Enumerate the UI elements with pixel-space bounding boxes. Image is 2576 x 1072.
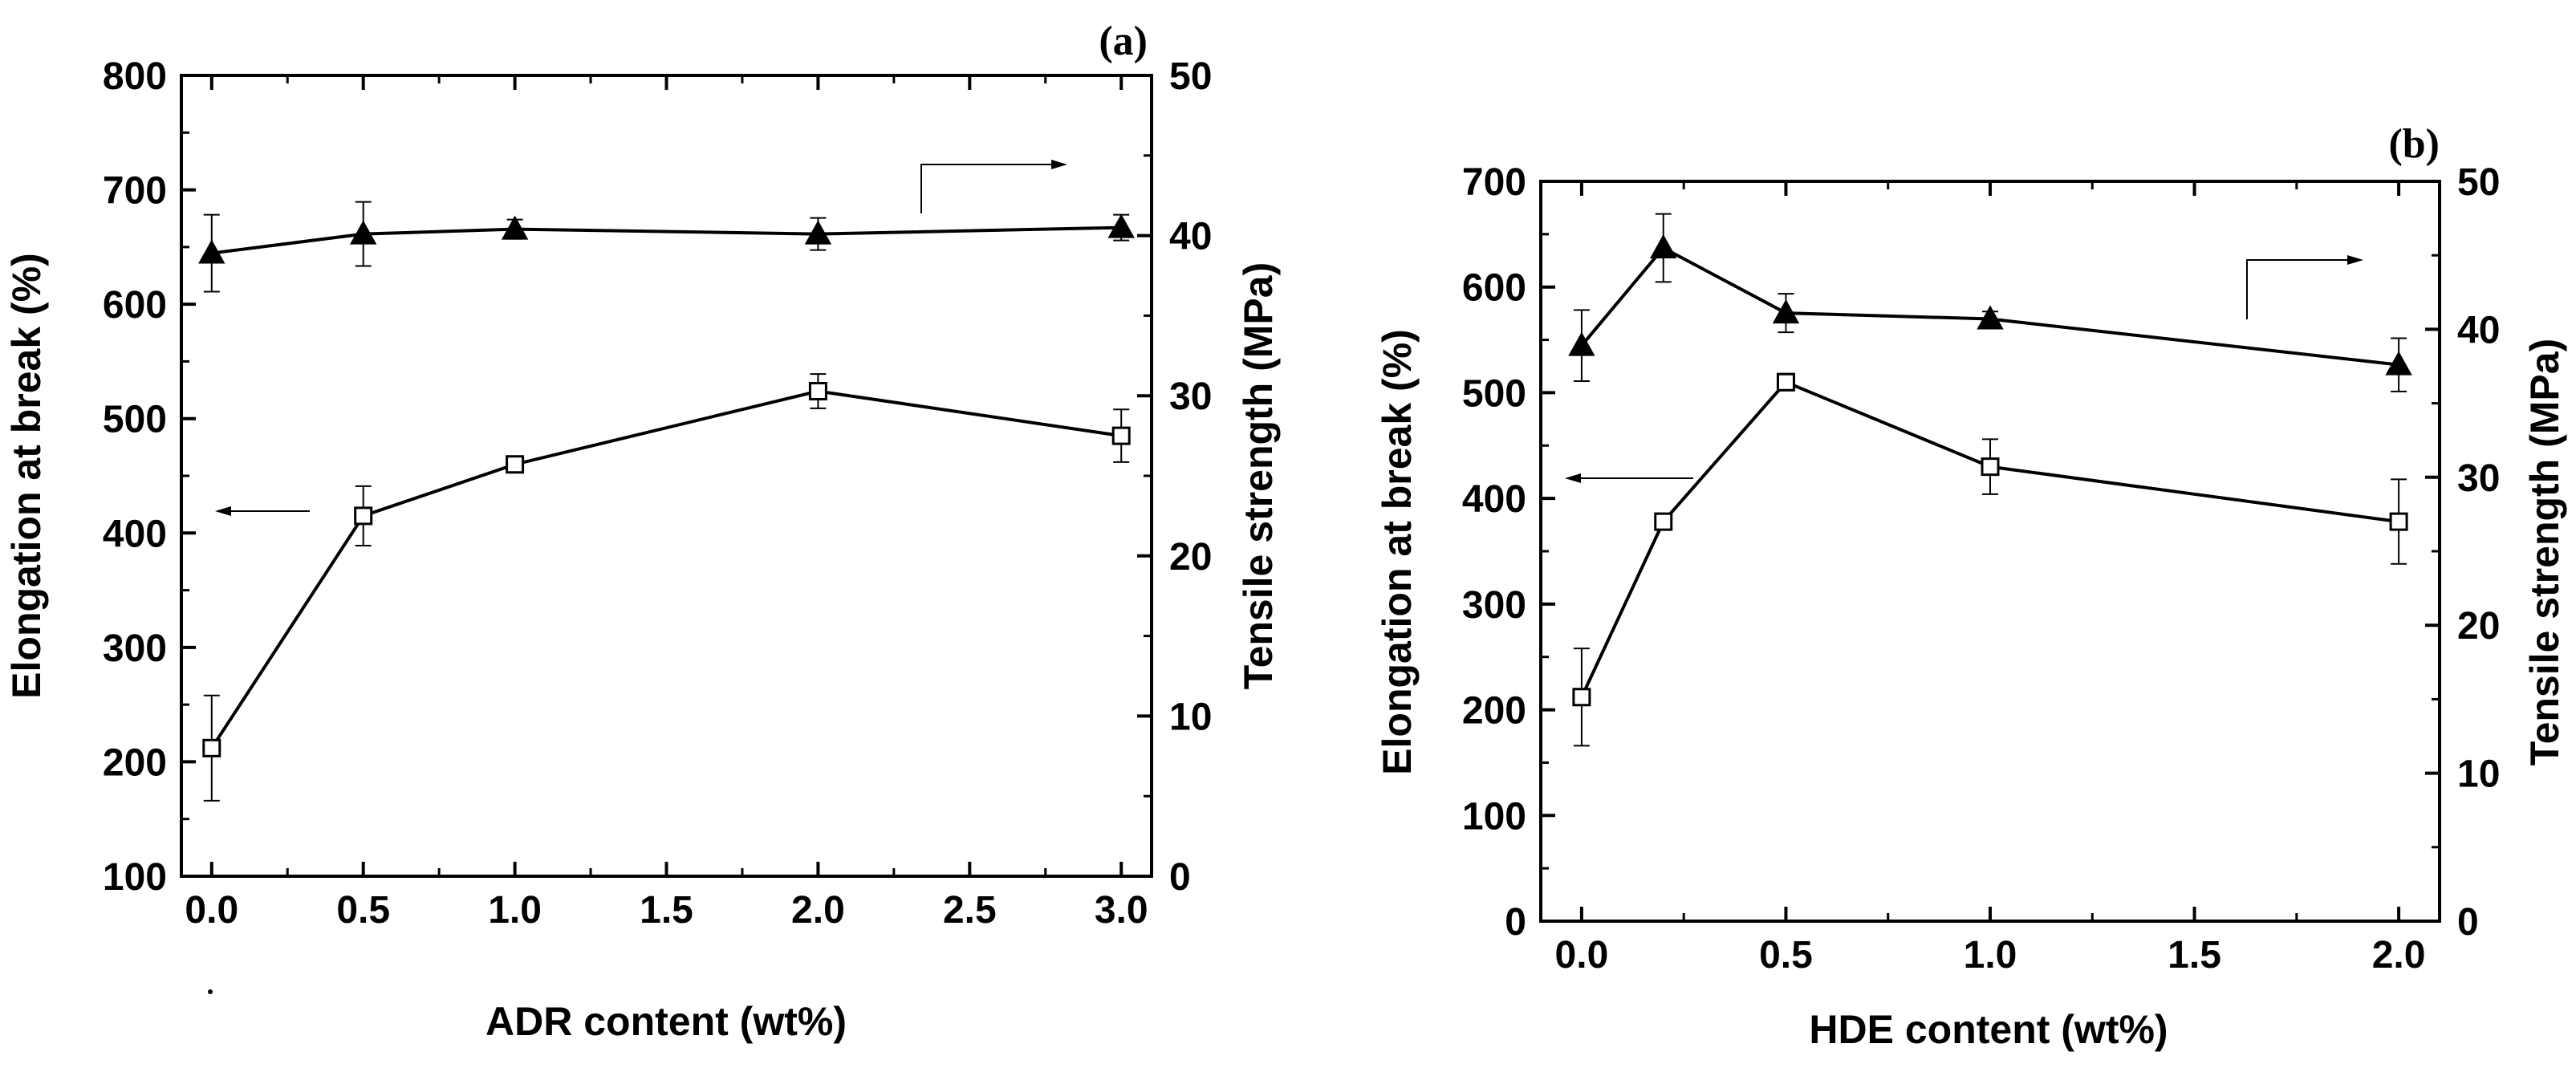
x-tick-label: 0.5 bbox=[1759, 934, 1813, 977]
data-point-triangle bbox=[1650, 233, 1677, 258]
arrow-head bbox=[1565, 473, 1581, 483]
y-right-tick-label: 10 bbox=[2457, 753, 2500, 796]
series-elongation bbox=[1572, 372, 2408, 747]
y-left-tick-label: 200 bbox=[1462, 690, 1526, 733]
data-point-square bbox=[1572, 688, 1591, 707]
y-left-tick-label: 700 bbox=[103, 170, 167, 213]
y-right-tick-label: 0 bbox=[1169, 856, 1191, 899]
left-axis-arrow bbox=[215, 506, 310, 516]
data-point-triangle bbox=[198, 239, 226, 264]
y-left-tick-label: 100 bbox=[103, 856, 167, 899]
panel-label: (b) bbox=[2388, 121, 2440, 167]
x-tick-label: 1.0 bbox=[1964, 934, 2017, 977]
x-tick-label: 1.5 bbox=[640, 889, 693, 932]
y-left-tick-label: 600 bbox=[1462, 267, 1526, 310]
series-tensile-strength bbox=[198, 201, 1135, 293]
chart-panel-a: 0.0 0.5 1.0 1.5 2.0 2.5 3.01002003004005006007… bbox=[4, 18, 1281, 1044]
arrow-head bbox=[1051, 160, 1067, 169]
series-line bbox=[210, 389, 1122, 749]
y-left-tick-label: 700 bbox=[1462, 161, 1526, 204]
x-tick-label: 3.0 bbox=[1095, 889, 1148, 932]
y-right-tick-label: 10 bbox=[1169, 696, 1212, 738]
x-tick-label: 0.0 bbox=[1555, 934, 1609, 977]
stray-dot bbox=[208, 989, 213, 994]
series-line bbox=[1580, 380, 2399, 698]
x-tick-label: 2.5 bbox=[943, 889, 997, 932]
y-right-tick-label: 20 bbox=[1169, 536, 1212, 579]
arrow-line bbox=[2246, 259, 2351, 319]
data-point-triangle bbox=[501, 215, 529, 240]
data-point-square bbox=[1111, 426, 1131, 445]
data-point-square bbox=[202, 738, 221, 757]
data-point-triangle bbox=[804, 220, 832, 245]
y-right-axis-title: Tensile strength (MPa) bbox=[2522, 339, 2567, 765]
x-axis-title: HDE content (wt%) bbox=[1809, 1007, 2168, 1052]
data-point-triangle bbox=[1568, 331, 1595, 356]
series-tensile-strength bbox=[1568, 213, 2412, 392]
arrow-head bbox=[215, 506, 231, 516]
arrow-line bbox=[920, 164, 1055, 213]
y-left-tick-label: 500 bbox=[1462, 372, 1526, 415]
data-point-square bbox=[354, 506, 373, 526]
y-left-tick-label: 200 bbox=[103, 741, 167, 784]
y-right-tick-label: 0 bbox=[2457, 901, 2479, 944]
x-axis-title: ADR content (wt%) bbox=[486, 999, 847, 1044]
x-tick-label: 0.5 bbox=[336, 889, 390, 932]
data-point-triangle bbox=[1977, 305, 2004, 330]
x-tick-label: 0.0 bbox=[185, 889, 238, 932]
x-tick-label: 1.0 bbox=[488, 889, 542, 932]
x-tick-label: 2.0 bbox=[2372, 934, 2426, 977]
plot-frame bbox=[1539, 180, 2441, 923]
y-right-tick-label: 20 bbox=[2457, 605, 2500, 648]
arrow-head bbox=[2347, 255, 2363, 265]
series-elongation bbox=[202, 373, 1131, 802]
y-left-axis-title: Elongation at break (%) bbox=[1375, 329, 1420, 775]
y-right-tick-label: 30 bbox=[2457, 457, 2500, 500]
y-right-tick-label: 40 bbox=[2457, 309, 2500, 351]
y-left-axis-title: Elongation at break (%) bbox=[4, 253, 49, 699]
y-left-tick-label: 100 bbox=[1462, 795, 1526, 838]
data-point-square bbox=[506, 455, 525, 474]
data-point-square bbox=[808, 381, 827, 400]
data-point-triangle bbox=[1107, 213, 1135, 238]
x-tick-label: 2.0 bbox=[791, 889, 845, 932]
right-axis-arrow bbox=[2246, 255, 2363, 319]
data-point-square bbox=[1654, 512, 1673, 531]
y-left-tick-label: 400 bbox=[1462, 478, 1526, 521]
y-right-tick-label: 40 bbox=[1169, 216, 1212, 258]
left-axis-arrow bbox=[1565, 473, 1693, 483]
plot-frame bbox=[180, 74, 1153, 878]
y-right-axis-title: Tensile strength (MPa) bbox=[1236, 262, 1281, 689]
series-line bbox=[211, 225, 1122, 255]
data-point-triangle bbox=[349, 220, 377, 245]
data-point-triangle bbox=[2385, 351, 2412, 376]
y-left-tick-label: 400 bbox=[103, 513, 167, 555]
y-right-tick-label: 30 bbox=[1169, 376, 1212, 418]
data-point-square bbox=[1981, 457, 2000, 477]
y-left-tick-label: 300 bbox=[1462, 584, 1526, 627]
y-left-tick-label: 300 bbox=[103, 627, 167, 670]
y-right-tick-label: 50 bbox=[2457, 161, 2500, 204]
y-right-tick-label: 50 bbox=[1169, 55, 1212, 98]
data-point-square bbox=[2389, 512, 2408, 531]
y-left-tick-label: 600 bbox=[103, 284, 167, 327]
data-point-triangle bbox=[1772, 299, 1800, 324]
y-left-tick-label: 500 bbox=[103, 399, 167, 441]
y-left-tick-label: 0 bbox=[1505, 901, 1526, 944]
x-tick-label: 1.5 bbox=[2168, 934, 2221, 977]
right-axis-arrow bbox=[920, 160, 1067, 213]
data-point-square bbox=[1776, 372, 1795, 392]
chart-panel-b: 0.0 0.5 1.0 1.5 2.0 0 100 200 300 400 500 600 700 0 10… bbox=[1375, 121, 2567, 1052]
y-left-tick-label: 800 bbox=[103, 55, 167, 98]
panel-label: (a) bbox=[1099, 18, 1148, 64]
